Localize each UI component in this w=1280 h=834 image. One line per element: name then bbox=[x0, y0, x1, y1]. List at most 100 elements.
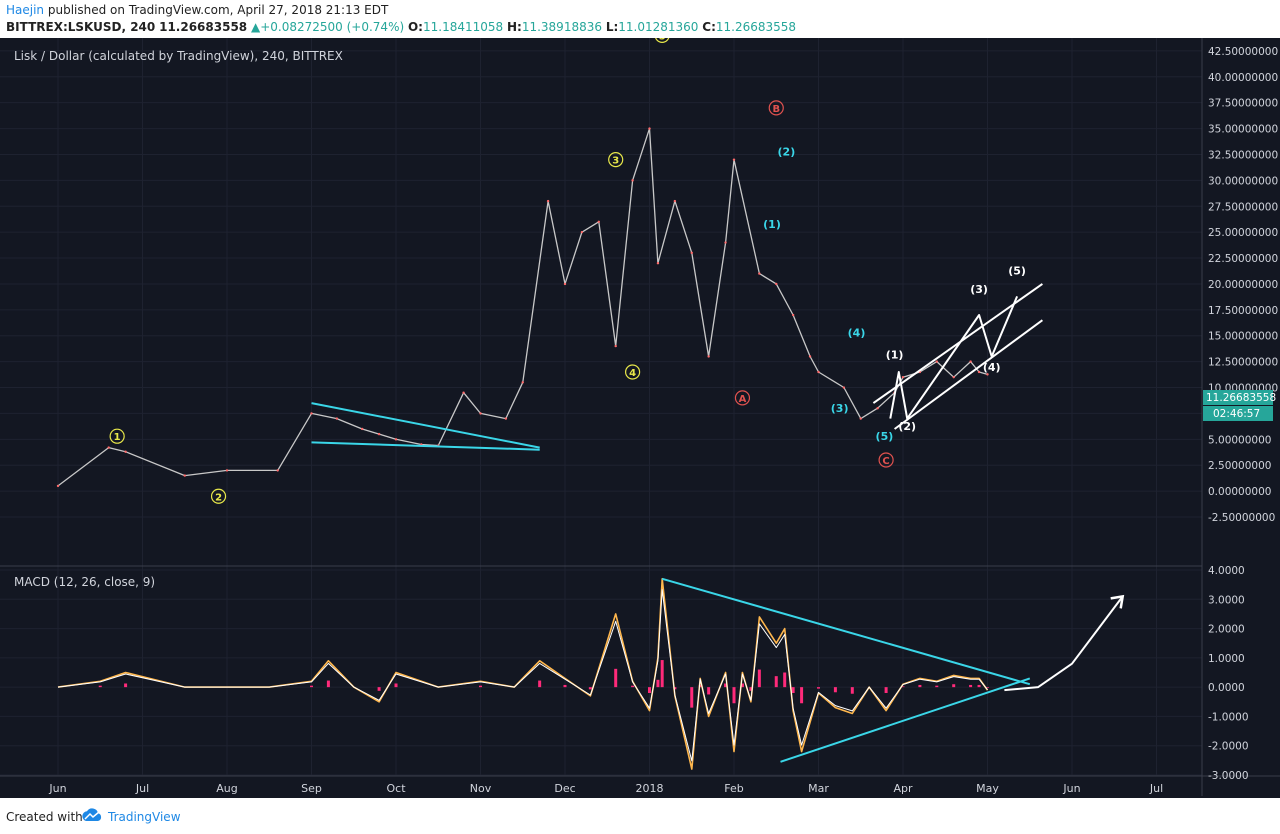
price-point bbox=[580, 230, 584, 234]
macd-tick-label: 2.0000 bbox=[1208, 624, 1245, 636]
trendline bbox=[311, 402, 540, 449]
price-point bbox=[377, 432, 381, 436]
macd-axis[interactable]: 4.0000 3.0000 2.0000 1.0000 0.0000 -1.0000 -2.… bbox=[1208, 565, 1249, 782]
wave-label: (3) bbox=[970, 283, 988, 296]
wave-label: 3 bbox=[612, 156, 619, 167]
wave-label: (1) bbox=[886, 348, 904, 361]
countdown-tag bbox=[1203, 406, 1273, 421]
wave-label: (2) bbox=[898, 420, 916, 433]
price-point bbox=[775, 282, 778, 286]
price-point bbox=[124, 450, 127, 453]
price-point bbox=[673, 199, 677, 203]
price-tick-label: -2.50000000 bbox=[1208, 512, 1275, 524]
price-point bbox=[479, 412, 482, 415]
price-point bbox=[690, 251, 693, 255]
macd-trendline bbox=[780, 677, 1031, 763]
author-link[interactable]: Haejin bbox=[6, 3, 45, 17]
price-point bbox=[310, 412, 313, 415]
price-point bbox=[107, 446, 110, 449]
wave-label: 5 bbox=[659, 38, 666, 42]
price-point bbox=[935, 360, 938, 363]
trendline bbox=[889, 296, 1019, 420]
trendline bbox=[894, 319, 1043, 430]
wave-circle bbox=[655, 38, 670, 43]
time-tick-label: Sep bbox=[301, 782, 322, 795]
price-point bbox=[648, 127, 651, 130]
time-tick-label: Jun bbox=[48, 782, 66, 795]
wave-label: B bbox=[772, 104, 780, 115]
price-tick-label: 15.00000000 bbox=[1208, 331, 1278, 343]
price-point bbox=[732, 158, 736, 161]
macd-tick-label: -2.0000 bbox=[1208, 741, 1249, 753]
countdown-label: 02:46:57 bbox=[1213, 408, 1260, 420]
price-point bbox=[546, 199, 550, 203]
wave-circle bbox=[734, 390, 751, 406]
main-chart-title: Lisk / Dollar (calculated by TradingView… bbox=[14, 49, 343, 63]
signal-line bbox=[57, 589, 988, 762]
wave-label: (5) bbox=[1008, 264, 1026, 277]
wave-label: 1 bbox=[114, 432, 121, 443]
price-point bbox=[969, 360, 972, 363]
time-axis[interactable]: Jun Jul Aug Sep Oct Nov Dec 2018 Feb Mar Apr May Jun… bbox=[48, 782, 1163, 795]
price-change: +0.08272500 (+0.74%) bbox=[260, 20, 405, 34]
macd-tick-label: -1.0000 bbox=[1208, 711, 1249, 723]
price-tick-label: 2.50000000 bbox=[1208, 460, 1271, 472]
price-point bbox=[597, 220, 600, 223]
chart-header: Haejin published on TradingView.com, Apr… bbox=[0, 0, 1280, 38]
time-tick-label: Apr bbox=[893, 782, 913, 795]
price-tick-label: 20.00000000 bbox=[1208, 279, 1278, 291]
wave-labels: 1 2 3 4 5 A B C (1) (2) (3) (4) (5) (1) (2) (3) (4) (5) bbox=[109, 38, 1026, 504]
time-tick-label: Nov bbox=[470, 782, 492, 795]
time-tick-label: 2018 bbox=[636, 782, 664, 795]
price-tick-label: 40.00000000 bbox=[1208, 72, 1278, 84]
price-tick-label: 30.00000000 bbox=[1208, 175, 1278, 187]
price-tick-label: 22.50000000 bbox=[1208, 253, 1278, 265]
price-point bbox=[631, 179, 634, 182]
wave-label: (1) bbox=[763, 218, 781, 231]
footer: Created with TradingView bbox=[0, 798, 1280, 834]
price-point bbox=[876, 407, 879, 410]
grid-lines bbox=[0, 38, 1202, 776]
macd-tick-label: 0.0000 bbox=[1208, 682, 1245, 694]
price-point bbox=[225, 469, 229, 472]
time-tick-label: Aug bbox=[216, 782, 237, 795]
price-point bbox=[977, 370, 981, 374]
price-point bbox=[952, 375, 955, 379]
publish-line: Haejin published on TradingView.com, Apr… bbox=[6, 3, 388, 17]
macd-trendline bbox=[1004, 595, 1124, 692]
price-tick-label: 32.50000000 bbox=[1208, 149, 1278, 161]
low-label: L: bbox=[605, 20, 619, 34]
price-tick-label: 27.50000000 bbox=[1208, 201, 1278, 213]
time-tick-label: Feb bbox=[724, 782, 743, 795]
time-tick-label: Oct bbox=[386, 782, 406, 795]
price-point bbox=[842, 386, 846, 389]
wave-label: (3) bbox=[831, 402, 849, 415]
created-with-label: Created with bbox=[6, 810, 83, 824]
wave-circle bbox=[109, 428, 125, 444]
time-tick-label: Dec bbox=[554, 782, 575, 795]
arrow-head-icon bbox=[1110, 594, 1125, 609]
price-series bbox=[56, 127, 989, 488]
price-point bbox=[183, 474, 186, 477]
wave-label: C bbox=[882, 456, 889, 467]
trendline bbox=[311, 441, 540, 451]
price-point bbox=[859, 417, 862, 420]
price-chart[interactable]: 4 5.00000000 42.50000000 40.00000000 37.5000… bbox=[0, 38, 1280, 798]
tradingview-cloud-icon bbox=[82, 808, 102, 821]
price-point bbox=[901, 375, 905, 379]
high-label: H: bbox=[506, 20, 522, 34]
price-trendlines bbox=[311, 283, 1043, 451]
price-point bbox=[808, 355, 812, 358]
macd-tick-label: -3.0000 bbox=[1208, 770, 1249, 782]
wave-label: (5) bbox=[876, 430, 894, 443]
wave-circle bbox=[768, 100, 784, 116]
price-point bbox=[791, 313, 795, 317]
wave-label: (2) bbox=[778, 145, 796, 158]
macd-tick-label: 3.0000 bbox=[1208, 594, 1245, 606]
open-label: O: bbox=[407, 20, 423, 34]
price-tick-label: 12.50000000 bbox=[1208, 357, 1278, 369]
price-point bbox=[335, 417, 339, 420]
price-axis[interactable]: 45.0000000042.5000000040.0000000037.5000… bbox=[1208, 38, 1278, 524]
tradingview-link[interactable]: TradingView bbox=[108, 810, 181, 824]
low-value: 11.01281360 bbox=[618, 20, 699, 34]
